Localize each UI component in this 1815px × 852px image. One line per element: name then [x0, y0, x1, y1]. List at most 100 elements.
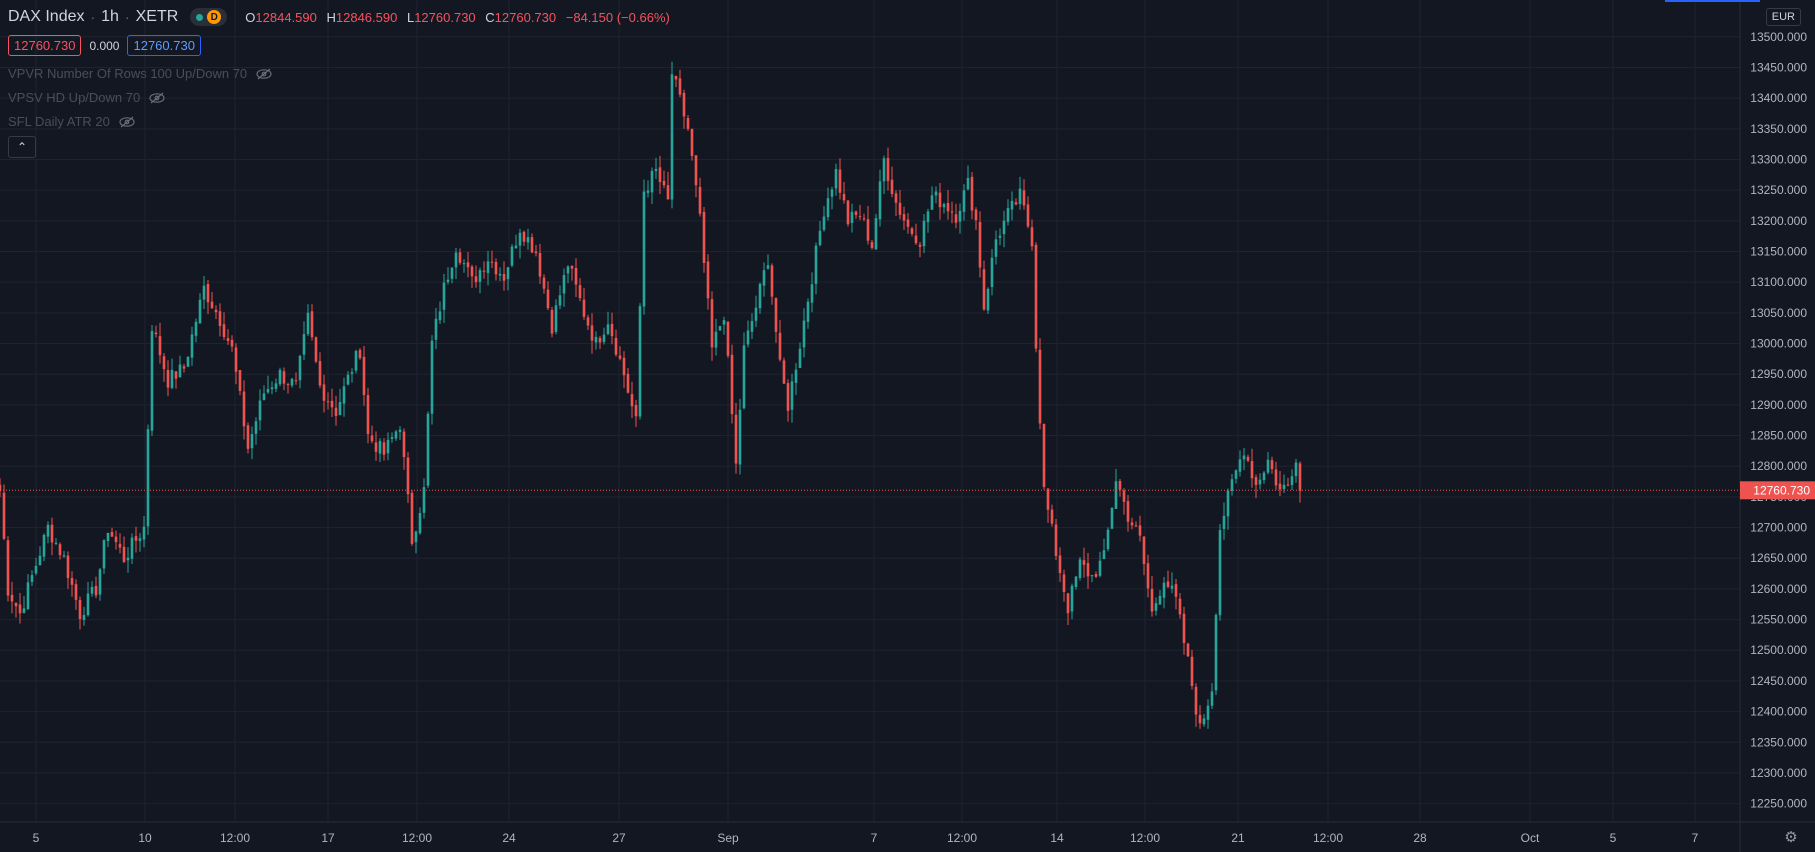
candle-body: [74, 584, 78, 600]
candle-body: [986, 288, 990, 311]
candle-body: [898, 202, 902, 215]
candle-body: [922, 220, 926, 247]
high-label: H: [326, 9, 336, 25]
eye-hidden-icon[interactable]: [148, 92, 166, 104]
candle-body: [434, 318, 438, 340]
candle-body: [830, 189, 834, 197]
candle-body: [750, 320, 754, 332]
candle-body: [1234, 470, 1238, 479]
candle-body: [250, 434, 254, 449]
candle-body: [102, 540, 106, 569]
indicator-atr[interactable]: SFL Daily ATR 20: [8, 114, 136, 129]
candle-body: [806, 301, 810, 322]
symbol-name[interactable]: DAX Index: [8, 8, 85, 25]
candle-body: [1094, 573, 1098, 577]
candle-body: [198, 299, 202, 324]
candle-body: [1258, 479, 1262, 485]
candle-body: [630, 394, 634, 407]
y-tick-label: 13150.000: [1750, 245, 1807, 259]
candle-body: [834, 169, 838, 189]
candle-body: [1086, 563, 1090, 577]
candle-body: [158, 336, 162, 356]
candle-body: [0, 484, 2, 491]
currency-label[interactable]: EUR: [1765, 8, 1801, 26]
candle-body: [446, 279, 450, 282]
candle-body: [186, 356, 190, 367]
y-tick-label: 12450.000: [1750, 674, 1807, 688]
candle-body: [658, 167, 662, 183]
candle-body: [1022, 190, 1026, 206]
candle-body: [1162, 582, 1166, 598]
candle-body: [762, 270, 766, 286]
candle-body: [138, 538, 142, 542]
candle-body: [910, 228, 914, 234]
interval-label[interactable]: 1h: [101, 8, 119, 25]
candle-body: [610, 323, 614, 337]
y-tick-label: 13000.000: [1750, 337, 1807, 351]
y-tick-label: 12500.000: [1750, 643, 1807, 657]
buy-price-button[interactable]: 12760.730: [127, 35, 201, 56]
candle-body: [1014, 202, 1018, 205]
candle-body: [602, 334, 606, 342]
candle-body: [550, 309, 554, 334]
candle-body: [430, 340, 434, 414]
settings-gear-icon[interactable]: ⚙: [1784, 829, 1798, 846]
candle-body: [2, 492, 6, 539]
candle-body: [998, 235, 1002, 238]
candle-body: [1006, 208, 1010, 222]
candle-body: [418, 513, 422, 534]
indicator-vpsv[interactable]: VPSV HD Up/Down 70: [8, 90, 166, 105]
candle-body: [86, 593, 90, 616]
candle-body: [942, 204, 946, 208]
candle-body: [522, 231, 526, 242]
candle-body: [62, 555, 66, 557]
collapse-legend-button[interactable]: ⌃: [8, 136, 36, 158]
candle-body: [1114, 481, 1118, 509]
candle-body: [754, 307, 758, 321]
eye-hidden-icon[interactable]: [118, 116, 136, 128]
candle-body: [194, 321, 198, 336]
candle-body: [1146, 563, 1150, 589]
candle-body: [106, 532, 110, 541]
close-label: C: [485, 9, 495, 25]
candle-body: [406, 457, 410, 495]
candle-body: [246, 425, 250, 449]
market-open-icon: [196, 13, 204, 21]
eye-hidden-icon[interactable]: [255, 68, 273, 80]
candle-body: [378, 440, 382, 454]
candle-body: [226, 338, 230, 341]
candle-body: [414, 531, 418, 543]
indicator-vpvr[interactable]: VPVR Number Of Rows 100 Up/Down 70: [8, 66, 273, 81]
candle-body: [842, 194, 846, 201]
candle-body: [650, 171, 654, 193]
candle-body: [90, 586, 94, 594]
indicator-label: SFL Daily ATR 20: [8, 114, 136, 129]
candle-body: [1178, 598, 1182, 615]
y-tick-label: 12950.000: [1750, 367, 1807, 381]
candle-body: [46, 524, 50, 537]
y-tick-label: 13350.000: [1750, 122, 1807, 136]
candle-body: [1110, 507, 1114, 529]
candle-body: [1078, 559, 1082, 578]
candle-body: [1130, 522, 1134, 526]
candle-body: [694, 155, 698, 186]
sell-price-button[interactable]: 12760.730: [8, 35, 82, 56]
chart-grid: [0, 0, 1740, 822]
candle-body: [454, 252, 458, 268]
candle-body: [1202, 718, 1206, 725]
market-status[interactable]: D: [190, 8, 228, 26]
candle-body: [598, 337, 602, 343]
candle-body: [1246, 456, 1250, 461]
x-tick-label: 7: [1692, 831, 1699, 845]
candle-body: [1290, 476, 1294, 485]
separator-dot: ·: [124, 9, 130, 25]
candle-body: [366, 395, 370, 435]
candle-body: [774, 298, 778, 332]
candle-body: [1250, 461, 1254, 479]
candle-body: [1118, 481, 1122, 490]
candle-body: [1218, 530, 1222, 616]
candle-body: [302, 334, 306, 355]
candle-body: [206, 284, 210, 303]
candle-body: [854, 211, 858, 216]
